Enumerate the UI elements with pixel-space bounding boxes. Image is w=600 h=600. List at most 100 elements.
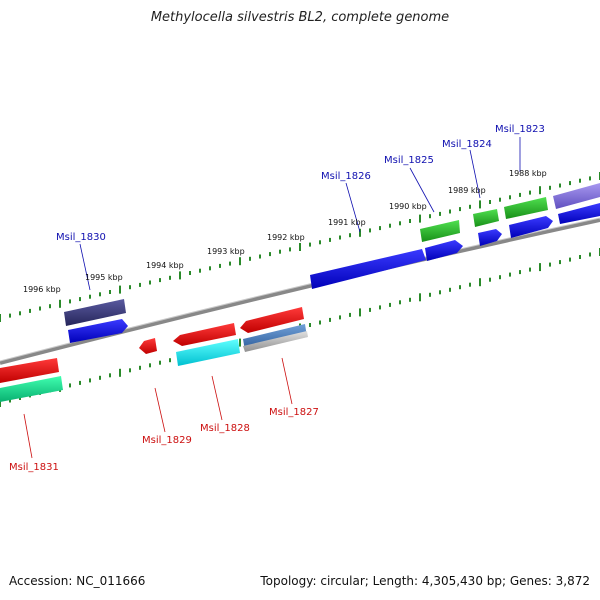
upper-tick <box>69 299 71 304</box>
connector-msil-1828 <box>211 375 223 421</box>
gene-label-msil-1826[interactable]: Msil_1826 <box>321 171 371 182</box>
connector-msil-1831 <box>23 413 33 459</box>
lower-tick <box>9 398 11 403</box>
upper-tick <box>339 235 341 240</box>
upper-tick <box>199 268 201 273</box>
lower-tick <box>369 307 371 312</box>
kbp-label-1994: 1994 kbp <box>146 261 184 270</box>
upper-tick <box>479 200 481 209</box>
upper-tick <box>269 252 271 257</box>
lower-tick <box>339 315 341 320</box>
upper-tick <box>99 292 101 297</box>
lower-tick <box>419 293 421 302</box>
upper-tick <box>29 308 31 313</box>
upper-tick <box>249 256 251 261</box>
kbp-label-1991: 1991 kbp <box>328 218 366 227</box>
upper-tick <box>569 181 571 186</box>
gene-navy-1830[interactable] <box>64 299 126 326</box>
lower-tick <box>169 358 171 363</box>
lower-tick <box>549 262 551 267</box>
upper-tick <box>149 280 151 285</box>
lower-tick <box>519 270 521 275</box>
lower-tick <box>479 278 481 287</box>
upper-tick <box>539 186 541 195</box>
gene-mint-1831[interactable] <box>0 376 63 402</box>
upper-tick <box>119 285 121 294</box>
kbp-labels: 1988 kbp 1989 kbp 1990 kbp 1991 kbp 1992… <box>23 169 547 294</box>
lower-tick <box>99 375 101 380</box>
upper-tick <box>509 195 511 200</box>
lower-tick <box>149 363 151 368</box>
lower-tick <box>0 399 1 407</box>
upper-tick <box>399 221 401 226</box>
lower-tick <box>499 275 501 280</box>
upper-tick <box>9 313 11 318</box>
kbp-label-1992: 1992 kbp <box>267 233 305 242</box>
gene-blue-1830[interactable] <box>68 319 128 343</box>
gene-blue-1824[interactable] <box>478 229 502 246</box>
upper-tick <box>229 261 231 266</box>
lower-tick <box>349 312 351 317</box>
upper-tick <box>369 228 371 233</box>
connector-msil-1829 <box>154 387 166 433</box>
upper-tick <box>439 211 441 216</box>
gene-green-1823[interactable] <box>504 197 548 219</box>
upper-tick <box>39 306 41 311</box>
tick-row-upper <box>0 172 600 322</box>
gene-red-1827[interactable] <box>240 307 304 333</box>
upper-tick <box>319 240 321 245</box>
gene-label-msil-1823[interactable]: Msil_1823 <box>495 124 545 135</box>
upper-tick <box>279 249 281 254</box>
lower-tick <box>389 302 391 307</box>
lower-tick <box>239 338 241 347</box>
lower-tick <box>159 360 161 365</box>
gene-lavender-1822[interactable] <box>553 183 600 209</box>
upper-tick <box>169 275 171 280</box>
lower-tick <box>309 323 311 327</box>
lower-tick <box>429 292 431 297</box>
kbp-label-1989: 1989 kbp <box>448 186 486 195</box>
gene-label-msil-1830[interactable]: Msil_1830 <box>56 232 106 243</box>
gene-label-msil-1829[interactable]: Msil_1829 <box>142 435 192 446</box>
upper-tick <box>429 214 431 219</box>
gene-cyan-1828[interactable] <box>176 339 240 366</box>
gene-label-msil-1825[interactable]: Msil_1825 <box>384 155 434 166</box>
lower-tick <box>79 380 81 385</box>
gene-label-msil-1828[interactable]: Msil_1828 <box>200 423 250 434</box>
lower-tick <box>579 255 581 259</box>
gene-silver-1827[interactable] <box>243 331 308 352</box>
reverse-genes <box>0 307 308 402</box>
gene-blue-1825[interactable] <box>425 240 463 261</box>
lower-tick <box>119 368 121 377</box>
upper-tick <box>59 299 61 308</box>
label-connectors <box>23 137 521 459</box>
gene-red-1829[interactable] <box>139 338 157 354</box>
upper-tick <box>469 204 471 209</box>
upper-tick <box>219 263 221 268</box>
upper-tick <box>529 190 531 195</box>
gene-red-1831[interactable] <box>0 358 59 383</box>
gene-blue-1822[interactable] <box>558 203 600 224</box>
gene-red-1828[interactable] <box>173 323 236 346</box>
lower-tick <box>89 378 91 383</box>
upper-tick <box>499 197 501 202</box>
gene-green-1824[interactable] <box>473 209 499 227</box>
lower-tick <box>449 287 451 292</box>
gene-label-msil-1824[interactable]: Msil_1824 <box>442 139 492 150</box>
lower-tick <box>569 257 571 262</box>
upper-tick <box>259 254 261 259</box>
gene-blue-1823[interactable] <box>509 216 553 238</box>
gene-label-msil-1827[interactable]: Msil_1827 <box>269 407 319 418</box>
kbp-label-1993: 1993 kbp <box>207 247 245 256</box>
gene-blue-1826[interactable] <box>310 249 426 289</box>
upper-tick <box>389 223 391 228</box>
lower-tick <box>559 260 561 265</box>
lower-tick <box>109 373 111 378</box>
lower-tick <box>589 252 591 257</box>
upper-tick <box>449 209 451 214</box>
upper-tick <box>489 200 491 204</box>
gene-green-1825[interactable] <box>420 220 460 242</box>
kbp-label-1988: 1988 kbp <box>509 169 547 178</box>
gene-label-msil-1831[interactable]: Msil_1831 <box>9 462 59 473</box>
map-title: Methylocella silvestris BL2, complete ge… <box>150 10 450 25</box>
